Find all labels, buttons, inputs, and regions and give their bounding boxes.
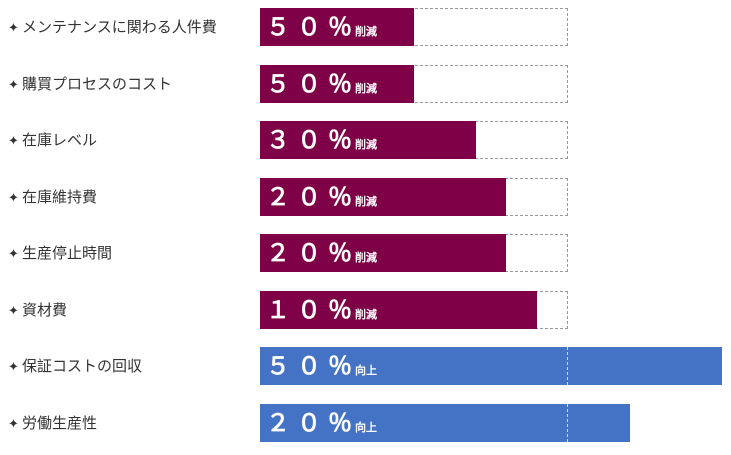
decrease-bar	[260, 8, 414, 46]
category-text: 在庫維持費	[22, 188, 98, 206]
value-label: ５０％向上	[266, 349, 377, 383]
category-label: ✦ 労働生産性	[8, 411, 97, 435]
decrease-bar	[260, 178, 506, 216]
chart-row: ✦ 資材費 １０％削減	[0, 289, 731, 331]
value-label: １０％削減	[266, 293, 377, 327]
chart-row: ✦ 在庫維持費 ２０％削減	[0, 176, 731, 218]
star-bullet-icon: ✦	[8, 21, 19, 36]
decrease-bar	[260, 291, 537, 329]
category-text: 在庫レベル	[22, 131, 98, 149]
category-text: 生産停止時間	[22, 244, 113, 262]
value-label: ５０％削減	[266, 10, 377, 44]
value-number: ２０％	[266, 183, 359, 211]
value-suffix: 削減	[355, 308, 377, 321]
decrease-bar	[260, 65, 414, 103]
chart-row: ✦ 労働生産性 ２０％向上	[0, 402, 731, 444]
value-suffix: 削減	[355, 25, 377, 38]
category-text: 購買プロセスのコスト	[22, 75, 173, 93]
value-suffix: 削減	[355, 138, 377, 151]
star-bullet-icon: ✦	[8, 78, 19, 93]
value-suffix: 削減	[355, 251, 377, 264]
category-label: ✦ 在庫レベル	[8, 128, 97, 152]
increase-bar	[260, 404, 630, 442]
decrease-bar	[260, 234, 506, 272]
star-bullet-icon: ✦	[8, 417, 19, 432]
value-label: ２０％削減	[266, 180, 377, 214]
value-number: ３０％	[266, 126, 359, 154]
value-label: ２０％削減	[266, 236, 377, 270]
category-label: ✦ メンテナンスに関わる人件費	[8, 15, 217, 39]
baseline-marker	[567, 347, 568, 385]
category-text: 資材費	[22, 301, 68, 319]
value-suffix: 削減	[355, 195, 377, 208]
category-label: ✦ 保証コストの回収	[8, 354, 142, 378]
value-number: ５０％	[266, 70, 359, 98]
chart-row: ✦ 生産停止時間 ２０％削減	[0, 232, 731, 274]
star-bullet-icon: ✦	[8, 191, 19, 206]
value-suffix: 向上	[355, 364, 377, 377]
baseline-marker	[567, 404, 568, 442]
category-label: ✦ 在庫維持費	[8, 185, 97, 209]
category-text: 労働生産性	[22, 414, 98, 432]
category-label: ✦ 購買プロセスのコスト	[8, 72, 172, 96]
chart-row: ✦ 在庫レベル ３０％削減	[0, 119, 731, 161]
category-label: ✦ 資材費	[8, 298, 67, 322]
value-number: ５０％	[266, 352, 359, 380]
value-label: ３０％削減	[266, 123, 377, 157]
decrease-bar	[260, 121, 476, 159]
category-text: 保証コストの回収	[22, 357, 143, 375]
category-text: メンテナンスに関わる人件費	[22, 18, 217, 36]
value-suffix: 向上	[355, 421, 377, 434]
category-label: ✦ 生産停止時間	[8, 241, 112, 265]
increase-bar	[260, 347, 722, 385]
value-label: ２０％向上	[266, 406, 377, 440]
value-number: ２０％	[266, 239, 359, 267]
star-bullet-icon: ✦	[8, 304, 19, 319]
value-label: ５０％削減	[266, 67, 377, 101]
value-number: ２０％	[266, 409, 359, 437]
chart-row: ✦ メンテナンスに関わる人件費 ５０％削減	[0, 6, 731, 48]
star-bullet-icon: ✦	[8, 360, 19, 375]
value-number: ５０％	[266, 13, 359, 41]
chart-row: ✦ 購買プロセスのコスト ５０％削減	[0, 63, 731, 105]
star-bullet-icon: ✦	[8, 134, 19, 149]
value-suffix: 削減	[355, 82, 377, 95]
star-bullet-icon: ✦	[8, 247, 19, 262]
chart-row: ✦ 保証コストの回収 ５０％向上	[0, 345, 731, 387]
value-number: １０％	[266, 296, 359, 324]
